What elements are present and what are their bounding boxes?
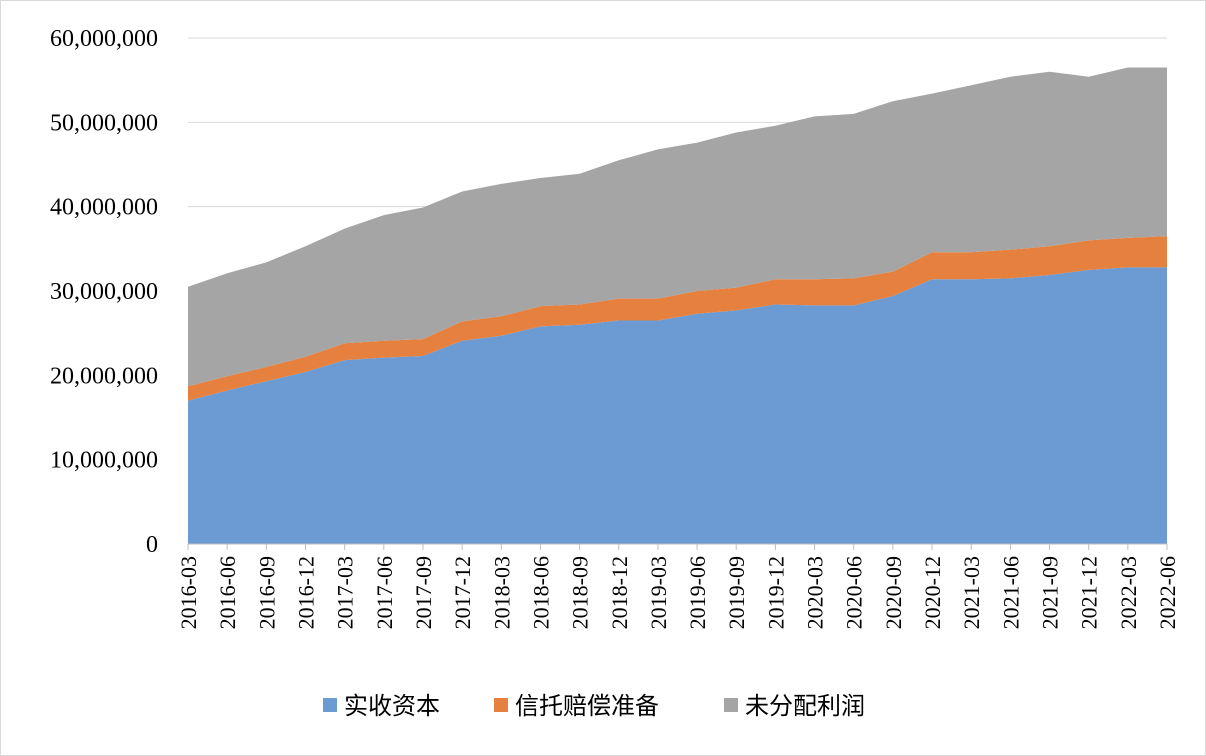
x-tick-label-10: 2018-09 bbox=[568, 556, 593, 629]
legend: 实收资本 信托赔偿准备 未分配利润 bbox=[323, 692, 865, 720]
series-areas bbox=[188, 67, 1167, 544]
x-tick-label-24: 2022-03 bbox=[1116, 556, 1141, 629]
x-tick-label-7: 2017-12 bbox=[450, 556, 475, 629]
x-tick-label-23: 2021-12 bbox=[1077, 556, 1102, 629]
x-tick-label-3: 2016-12 bbox=[293, 556, 318, 629]
x-tick-label-6: 2017-09 bbox=[411, 556, 436, 629]
axes bbox=[187, 543, 1168, 550]
series-area-1 bbox=[188, 236, 1167, 401]
x-tick-labels: 2016-03 2016-06 2016-09 2016-12 2017-03 2017-… bbox=[176, 556, 1180, 629]
x-tick-label-15: 2019-12 bbox=[763, 556, 788, 629]
x-tick-label-8: 2018-03 bbox=[489, 556, 514, 629]
y-tick-label-5: 50,000,000 bbox=[50, 110, 158, 136]
x-tick-label-11: 2018-12 bbox=[607, 556, 632, 629]
x-tick-label-21: 2021-06 bbox=[998, 556, 1023, 629]
x-tick-label-13: 2019-06 bbox=[685, 556, 710, 629]
legend-item-1: 信托赔偿准备 bbox=[494, 692, 659, 720]
legend-swatch-0 bbox=[323, 698, 337, 712]
y-tick-label-1: 10,000,000 bbox=[50, 448, 158, 474]
legend-label-1: 信托赔偿准备 bbox=[515, 692, 659, 720]
y-tick-label-2: 20,000,000 bbox=[50, 363, 158, 389]
y-tick-label-3: 30,000,000 bbox=[50, 279, 158, 305]
y-tick-label-0: 0 bbox=[146, 532, 158, 558]
x-tick-label-22: 2021-09 bbox=[1038, 556, 1063, 629]
x-tick-label-0: 2016-03 bbox=[176, 556, 201, 629]
x-tick-label-20: 2021-03 bbox=[959, 556, 984, 629]
y-tick-label-6: 60,000,000 bbox=[50, 26, 158, 52]
legend-item-0: 实收资本 bbox=[323, 692, 440, 720]
x-tick-label-4: 2017-03 bbox=[333, 556, 358, 629]
legend-swatch-1 bbox=[494, 698, 508, 712]
legend-label-0: 实收资本 bbox=[344, 692, 440, 720]
x-tick-label-25: 2022-06 bbox=[1155, 556, 1180, 629]
series-area-0 bbox=[188, 267, 1167, 544]
y-tick-label-4: 40,000,000 bbox=[50, 195, 158, 221]
x-tick-label-9: 2018-06 bbox=[528, 556, 553, 629]
x-tick-label-12: 2019-03 bbox=[646, 556, 671, 629]
x-tick-label-2: 2016-09 bbox=[254, 556, 279, 629]
series-area-2 bbox=[188, 67, 1167, 387]
x-tick-label-17: 2020-06 bbox=[842, 556, 867, 629]
x-tick-label-14: 2019-09 bbox=[724, 556, 749, 629]
y-tick-labels: 0 10,000,000 20,000,000 30,000,000 40,000,00… bbox=[50, 26, 158, 558]
legend-item-2: 未分配利润 bbox=[724, 692, 865, 720]
x-tick-label-19: 2020-12 bbox=[920, 556, 945, 629]
legend-swatch-2 bbox=[724, 698, 738, 712]
x-tick-label-5: 2017-06 bbox=[372, 556, 397, 629]
x-tick-label-18: 2020-09 bbox=[881, 556, 906, 629]
legend-label-2: 未分配利润 bbox=[745, 692, 865, 720]
x-tick-label-1: 2016-06 bbox=[215, 556, 240, 629]
x-tick-label-16: 2020-03 bbox=[803, 556, 828, 629]
